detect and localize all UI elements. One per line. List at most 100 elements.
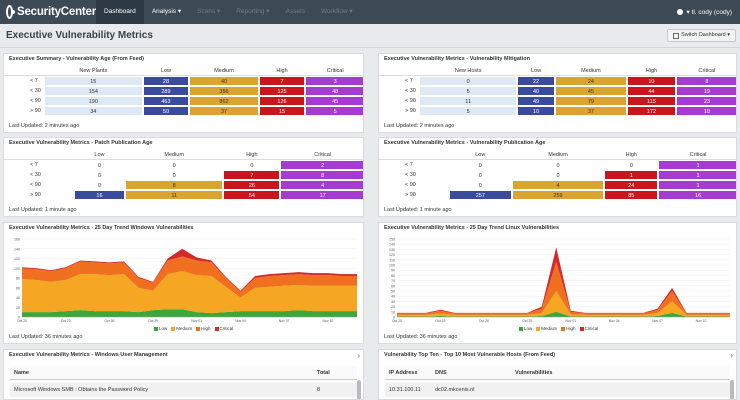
matrix-cell[interactable]: 0 [125,171,223,179]
column-header-dns[interactable]: DNS [435,369,447,376]
chevron-right-icon[interactable]: › [730,351,733,360]
matrix-cell[interactable]: 16 [75,191,124,199]
matrix-cell[interactable]: 0 [125,161,223,169]
matrix-cell[interactable]: 10 [628,77,675,85]
matrix-cell[interactable]: 45 [555,87,627,95]
column-header-vulnerabilities[interactable]: Vulnerabilities [515,369,553,376]
user-menu[interactable]: ▾ tl. cody (cody) [677,8,740,16]
matrix-cell[interactable]: 44 [628,87,675,95]
matrix-cell[interactable]: 0 [512,171,604,179]
matrix-cell[interactable]: 15 [259,107,305,115]
matrix-cell[interactable]: 85 [605,191,658,199]
scrollbar[interactable] [357,380,361,399]
nav-dashboard[interactable]: Dashboard [96,0,144,24]
matrix-cell[interactable]: 1 [659,171,736,179]
nav-analysis[interactable]: Analysis ▾ [151,8,182,15]
matrix-cell[interactable]: 0 [75,161,124,169]
matrix-cell[interactable]: 37 [190,107,258,115]
matrix-cell[interactable]: 154 [45,87,142,95]
matrix-cell[interactable]: 463 [143,97,189,105]
matrix-cell[interactable]: 0 [420,77,517,85]
matrix-cell[interactable]: 190 [45,97,142,105]
matrix-cell[interactable]: 8 [281,171,363,179]
matrix-cell[interactable]: 8 [125,181,223,189]
series-area-low[interactable] [22,309,357,317]
matrix-cell[interactable]: 54 [224,191,280,199]
matrix-cell[interactable]: 0 [224,161,280,169]
matrix-cell[interactable]: 1 [659,161,736,169]
switch-dashboard-button[interactable]: Switch Dashboard ▾ [667,29,736,42]
series-area-low[interactable] [397,311,730,317]
matrix-cell[interactable]: 0 [450,161,511,169]
matrix-cell[interactable]: 356 [190,87,258,95]
matrix-cell[interactable]: 4 [281,181,363,189]
matrix-cell[interactable]: 10 [676,107,736,115]
matrix-cell[interactable]: 1 [605,171,658,179]
matrix-cell[interactable]: 24 [605,181,658,189]
matrix-cell[interactable]: 28 [143,77,189,85]
matrix-cell[interactable]: 5 [420,87,517,95]
matrix-cell[interactable]: 862 [190,97,258,105]
matrix-cell[interactable]: 0 [605,161,658,169]
matrix-cell[interactable]: 0 [512,161,604,169]
matrix-cell[interactable]: 10 [518,107,554,115]
series-area-critical[interactable] [397,247,730,314]
series-area-critical[interactable] [22,248,357,292]
matrix-cell[interactable]: 125 [259,87,305,95]
matrix-cell[interactable]: 17 [281,191,363,199]
table-row[interactable]: Microsoft Windows SMB : Obtains the Pass… [10,383,357,397]
matrix-cell[interactable]: 7 [259,77,305,85]
matrix-cell[interactable]: 0 [450,181,511,189]
column-header-ip[interactable]: IP Address [389,369,418,376]
matrix-cell[interactable]: 24 [555,77,627,85]
matrix-cell[interactable]: 40 [190,77,258,85]
nav-workflow[interactable]: Workflow ▾ [321,8,353,15]
table-row[interactable]: 10.31.100.11 dc02.mkcenis.nl [385,383,730,397]
matrix-cell[interactable]: 4 [512,181,604,189]
matrix-cell[interactable]: 15 [45,77,142,85]
matrix-cell[interactable]: 289 [143,87,189,95]
matrix-cell[interactable]: 1 [659,181,736,189]
matrix-cell[interactable]: 0 [75,181,124,189]
matrix-cell[interactable]: 257 [450,191,511,199]
matrix-cell[interactable]: 11 [125,191,223,199]
matrix-cell[interactable]: 11 [420,97,517,105]
matrix-cell[interactable]: 0 [450,171,511,179]
matrix-cell[interactable]: 45 [306,97,363,105]
nav-scans[interactable]: Scans ▾ [197,8,221,15]
matrix-cell[interactable]: 115 [628,97,675,105]
logo[interactable]: SecurityCenter [0,5,96,19]
matrix-cell[interactable]: 5 [306,107,363,115]
matrix-cell[interactable]: 22 [518,77,554,85]
series-area-high[interactable] [22,256,357,298]
matrix-cell[interactable]: 49 [518,97,554,105]
matrix-cell[interactable]: 34 [45,107,142,115]
matrix-cell[interactable]: 37 [555,107,627,115]
matrix-cell[interactable]: 5 [420,107,517,115]
series-area-medium[interactable] [397,291,730,317]
matrix-cell[interactable]: 19 [676,87,736,95]
matrix-cell[interactable]: 8 [676,77,736,85]
column-header-total[interactable]: Total [317,369,330,376]
matrix-cell[interactable]: 50 [143,107,189,115]
nav-assets[interactable]: Assets [285,8,306,15]
matrix-cell[interactable]: 7 [224,171,280,179]
matrix-cell[interactable]: 79 [555,97,627,105]
matrix-cell[interactable]: 259 [512,191,604,199]
matrix-cell[interactable]: 126 [259,97,305,105]
column-header-name[interactable]: Name [14,369,29,376]
series-area-medium[interactable] [22,271,357,314]
chevron-right-icon[interactable]: › [357,351,360,360]
matrix-cell[interactable]: 23 [676,97,736,105]
matrix-cell[interactable]: 2 [281,161,363,169]
matrix-cell[interactable]: 26 [224,181,280,189]
matrix-cell[interactable]: 172 [628,107,675,115]
series-area-high[interactable] [397,261,730,315]
matrix-cell[interactable]: 48 [306,87,363,95]
matrix-cell[interactable]: 0 [75,171,124,179]
nav-reporting[interactable]: Reporting ▾ [236,8,270,15]
matrix-cell[interactable]: 3 [306,77,363,85]
scrollbar[interactable] [730,380,734,399]
matrix-cell[interactable]: 16 [659,191,736,199]
matrix-cell[interactable]: 40 [518,87,554,95]
